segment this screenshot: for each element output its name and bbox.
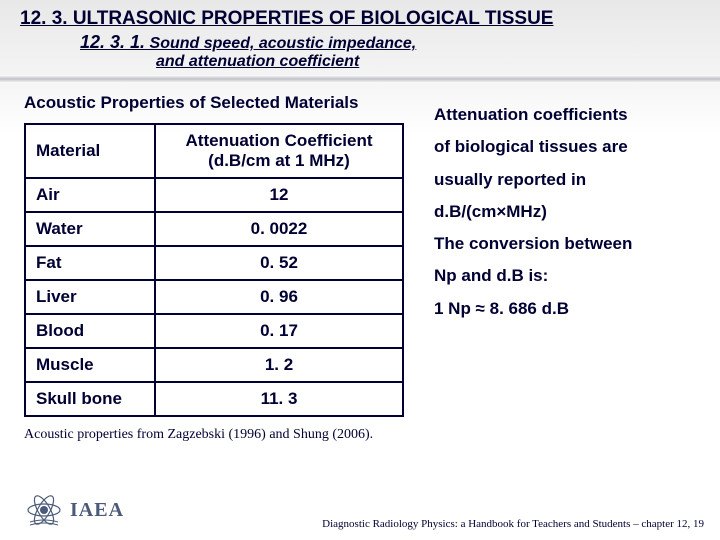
source-note: Acoustic properties from Zagzebski (1996… [0,417,720,443]
subsection-line2: and attenuation coefficient [156,53,359,70]
org-name: IAEA [70,499,124,522]
text-line: 1 Np ≈ 8. 686 d.B [434,293,696,325]
material-cell: Air [25,178,155,212]
material-cell: Skull bone [25,382,155,416]
material-cell: Water [25,212,155,246]
value-cell: 0. 17 [155,314,403,348]
section-title: 12. 3. ULTRASONIC PROPERTIES OF BIOLOGIC… [0,0,720,32]
table-row: Air12 [25,178,403,212]
value-cell: 12 [155,178,403,212]
material-cell: Fat [25,246,155,280]
table-row: Liver0. 96 [25,280,403,314]
divider [0,75,720,83]
subsection-num: 12. 3. 1. [80,32,145,52]
logo-wrap: IAEA [24,490,124,530]
materials-table: Material Attenuation Coefficient (d.B/cm… [24,123,404,417]
text-line: usually reported in [434,164,696,196]
table-title: Acoustic Properties of Selected Material… [24,93,404,113]
table-row: Water0. 0022 [25,212,403,246]
table-row: Blood0. 17 [25,314,403,348]
footer: IAEA Diagnostic Radiology Physics: a Han… [0,490,720,530]
material-cell: Muscle [25,348,155,382]
text-line: of biological tissues are [434,131,696,163]
header-col2-line2: (d.B/cm at 1 MHz) [208,151,350,170]
material-cell: Liver [25,280,155,314]
text-line: d.B/(cm×MHz) [434,196,696,228]
header-col2-line1: Attenuation Coefficient [186,131,373,150]
text-line: The conversion between [434,228,696,260]
value-cell: 0. 96 [155,280,403,314]
explanation-text: Attenuation coefficientsof biological ti… [434,99,696,325]
subsection-title: 12. 3. 1. Sound speed, acoustic impedanc… [0,32,720,75]
iaea-logo-icon [24,490,64,530]
text-line: Np and d.B is: [434,260,696,292]
table-row: Muscle1. 2 [25,348,403,382]
text-line: Attenuation coefficients [434,99,696,131]
header-attenuation: Attenuation Coefficient (d.B/cm at 1 MHz… [155,124,403,178]
table-body: Air12Water0. 0022Fat0. 52Liver0. 96Blood… [25,178,403,416]
value-cell: 1. 2 [155,348,403,382]
value-cell: 0. 0022 [155,212,403,246]
table-row: Fat0. 52 [25,246,403,280]
footer-citation: Diagnostic Radiology Physics: a Handbook… [322,518,704,530]
value-cell: 11. 3 [155,382,403,416]
table-row: Skull bone11. 3 [25,382,403,416]
value-cell: 0. 52 [155,246,403,280]
subsection-line1: Sound speed, acoustic impedance, [150,35,417,52]
material-cell: Blood [25,314,155,348]
header-material: Material [25,124,155,178]
